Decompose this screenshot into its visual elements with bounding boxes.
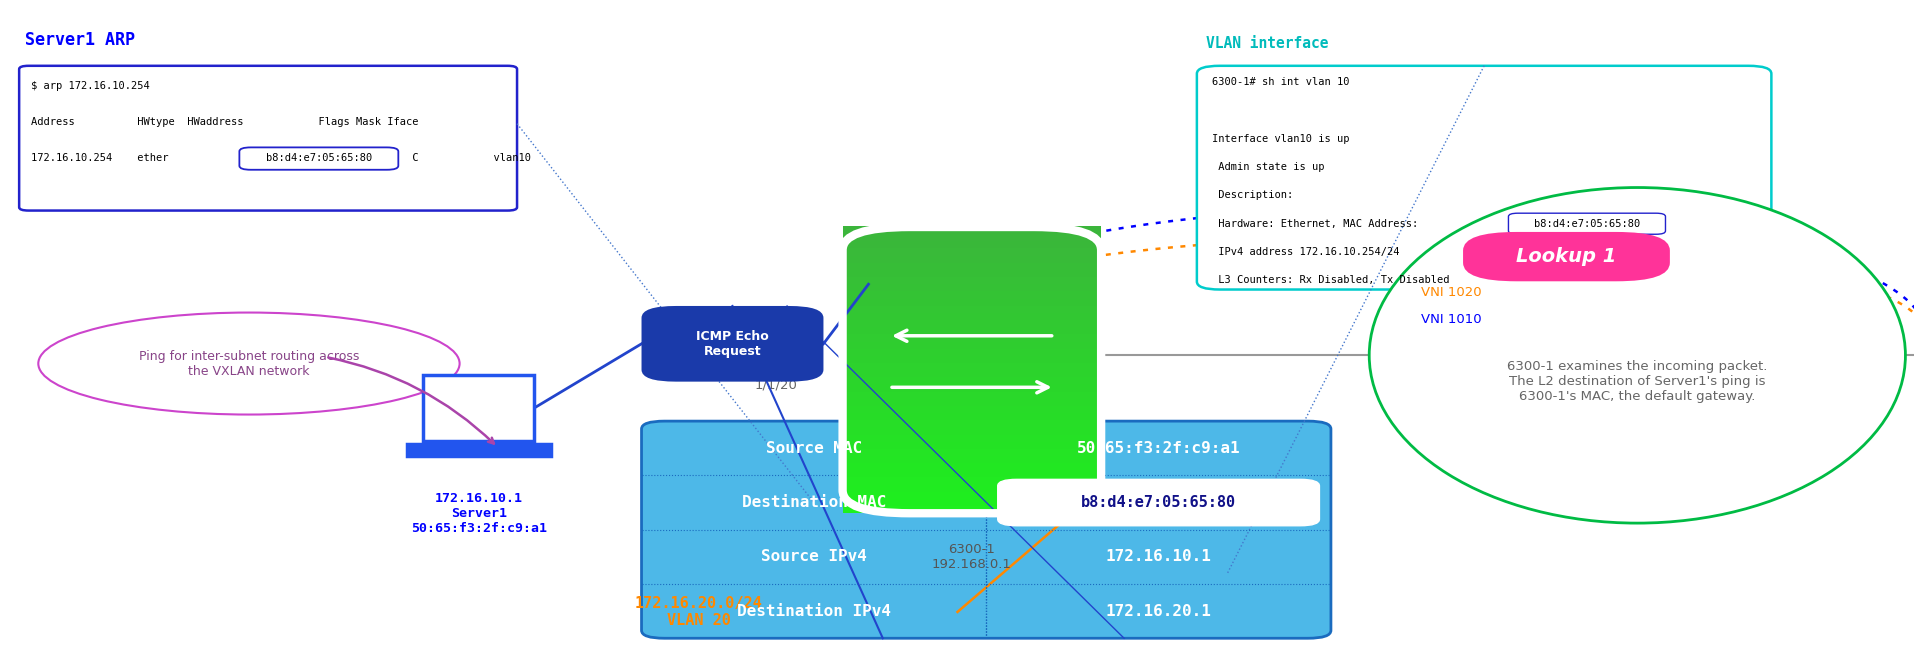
FancyBboxPatch shape: [842, 426, 1101, 434]
FancyBboxPatch shape: [842, 305, 1101, 313]
Text: 172.16.20.1: 172.16.20.1: [1104, 603, 1212, 619]
Text: 50:65:f3:2f:c9:a1: 50:65:f3:2f:c9:a1: [1076, 441, 1240, 456]
FancyBboxPatch shape: [239, 147, 398, 170]
FancyBboxPatch shape: [842, 412, 1101, 420]
FancyBboxPatch shape: [842, 476, 1101, 484]
FancyBboxPatch shape: [842, 405, 1101, 413]
FancyBboxPatch shape: [842, 268, 1101, 277]
FancyBboxPatch shape: [842, 368, 1101, 377]
FancyBboxPatch shape: [842, 490, 1101, 499]
FancyBboxPatch shape: [997, 479, 1319, 526]
FancyBboxPatch shape: [842, 362, 1101, 370]
FancyBboxPatch shape: [842, 440, 1101, 449]
Text: IPv4 address 172.16.10.254/24: IPv4 address 172.16.10.254/24: [1212, 247, 1399, 257]
FancyBboxPatch shape: [1196, 66, 1770, 290]
FancyBboxPatch shape: [842, 247, 1101, 256]
Text: 6300-1 examines the incoming packet.
The L2 destination of Server1's ping is
630: 6300-1 examines the incoming packet. The…: [1506, 360, 1767, 403]
Text: Hardware: Ethernet, MAC Address:: Hardware: Ethernet, MAC Address:: [1212, 218, 1424, 229]
FancyBboxPatch shape: [842, 355, 1101, 363]
Text: b8:d4:e7:05:65:80: b8:d4:e7:05:65:80: [1079, 495, 1236, 510]
FancyBboxPatch shape: [842, 240, 1101, 249]
FancyBboxPatch shape: [842, 462, 1101, 470]
FancyBboxPatch shape: [842, 233, 1101, 241]
FancyBboxPatch shape: [842, 455, 1101, 463]
Text: Ping for inter-subnet routing across
the VXLAN network: Ping for inter-subnet routing across the…: [138, 349, 360, 378]
Text: 172.16.10.1
Server1
50:65:f3:2f:c9:a1: 172.16.10.1 Server1 50:65:f3:2f:c9:a1: [410, 492, 547, 535]
FancyBboxPatch shape: [641, 306, 823, 382]
Text: Lookup 1: Lookup 1: [1516, 247, 1615, 266]
FancyBboxPatch shape: [408, 444, 551, 456]
FancyBboxPatch shape: [842, 397, 1101, 406]
Text: Source IPv4: Source IPv4: [760, 549, 867, 565]
FancyBboxPatch shape: [842, 290, 1101, 299]
Text: Destination IPv4: Destination IPv4: [737, 603, 890, 619]
FancyBboxPatch shape: [842, 483, 1101, 492]
Text: b8:d4:e7:05:65:80: b8:d4:e7:05:65:80: [266, 153, 371, 163]
Text: Admin state is up: Admin state is up: [1212, 162, 1324, 172]
FancyBboxPatch shape: [842, 347, 1101, 356]
Text: 6300-1
192.168.0.1: 6300-1 192.168.0.1: [932, 543, 1011, 571]
Ellipse shape: [38, 313, 459, 415]
FancyBboxPatch shape: [842, 255, 1101, 263]
FancyBboxPatch shape: [842, 226, 1101, 234]
FancyBboxPatch shape: [19, 66, 517, 211]
FancyBboxPatch shape: [842, 283, 1101, 291]
Text: 6300-1# sh int vlan 10: 6300-1# sh int vlan 10: [1212, 77, 1349, 88]
Text: b8:d4:e7:05:65:80: b8:d4:e7:05:65:80: [1533, 218, 1638, 229]
FancyBboxPatch shape: [842, 340, 1101, 349]
Text: Server1 ARP: Server1 ARP: [25, 32, 134, 49]
FancyBboxPatch shape: [842, 447, 1101, 456]
Text: Destination MAC: Destination MAC: [741, 495, 886, 510]
FancyBboxPatch shape: [842, 419, 1101, 428]
FancyBboxPatch shape: [842, 497, 1101, 506]
FancyBboxPatch shape: [842, 390, 1101, 399]
FancyBboxPatch shape: [641, 421, 1330, 638]
FancyBboxPatch shape: [1508, 213, 1665, 234]
FancyBboxPatch shape: [842, 376, 1101, 384]
FancyBboxPatch shape: [842, 333, 1101, 342]
Text: 1/1/20: 1/1/20: [754, 378, 796, 392]
Text: Source MAC: Source MAC: [766, 441, 861, 456]
Text: Description:: Description:: [1212, 190, 1292, 201]
Text: 172.16.10.254    ether: 172.16.10.254 ether: [31, 153, 188, 163]
FancyBboxPatch shape: [842, 505, 1101, 513]
Text: C            vlan10: C vlan10: [406, 153, 530, 163]
FancyBboxPatch shape: [842, 276, 1101, 284]
Text: VNI 1020: VNI 1020: [1420, 286, 1481, 299]
Text: VNI 1010: VNI 1010: [1420, 313, 1481, 326]
FancyBboxPatch shape: [842, 383, 1101, 392]
FancyBboxPatch shape: [842, 312, 1101, 320]
Text: VLAN interface: VLAN interface: [1206, 36, 1328, 51]
FancyBboxPatch shape: [1462, 232, 1669, 282]
Text: L3 Counters: Rx Disabled, Tx Disabled: L3 Counters: Rx Disabled, Tx Disabled: [1212, 275, 1449, 286]
Ellipse shape: [1369, 188, 1904, 523]
FancyBboxPatch shape: [842, 318, 1101, 327]
Text: Address          HWtype  HWaddress            Flags Mask Iface: Address HWtype HWaddress Flags Mask Ifac…: [31, 116, 417, 127]
Text: Interface vlan10 is up: Interface vlan10 is up: [1212, 134, 1349, 144]
Text: ICMP Echo
Request: ICMP Echo Request: [697, 330, 768, 358]
Text: 172.16.20.0/24
VLAN 20: 172.16.20.0/24 VLAN 20: [635, 595, 762, 628]
Text: 172.16.10.1: 172.16.10.1: [1104, 549, 1212, 565]
FancyBboxPatch shape: [842, 433, 1101, 442]
FancyBboxPatch shape: [842, 297, 1101, 306]
FancyBboxPatch shape: [842, 326, 1101, 334]
Text: $ arp 172.16.10.254: $ arp 172.16.10.254: [31, 80, 149, 91]
FancyBboxPatch shape: [842, 469, 1101, 478]
FancyBboxPatch shape: [842, 261, 1101, 270]
FancyBboxPatch shape: [423, 375, 534, 441]
